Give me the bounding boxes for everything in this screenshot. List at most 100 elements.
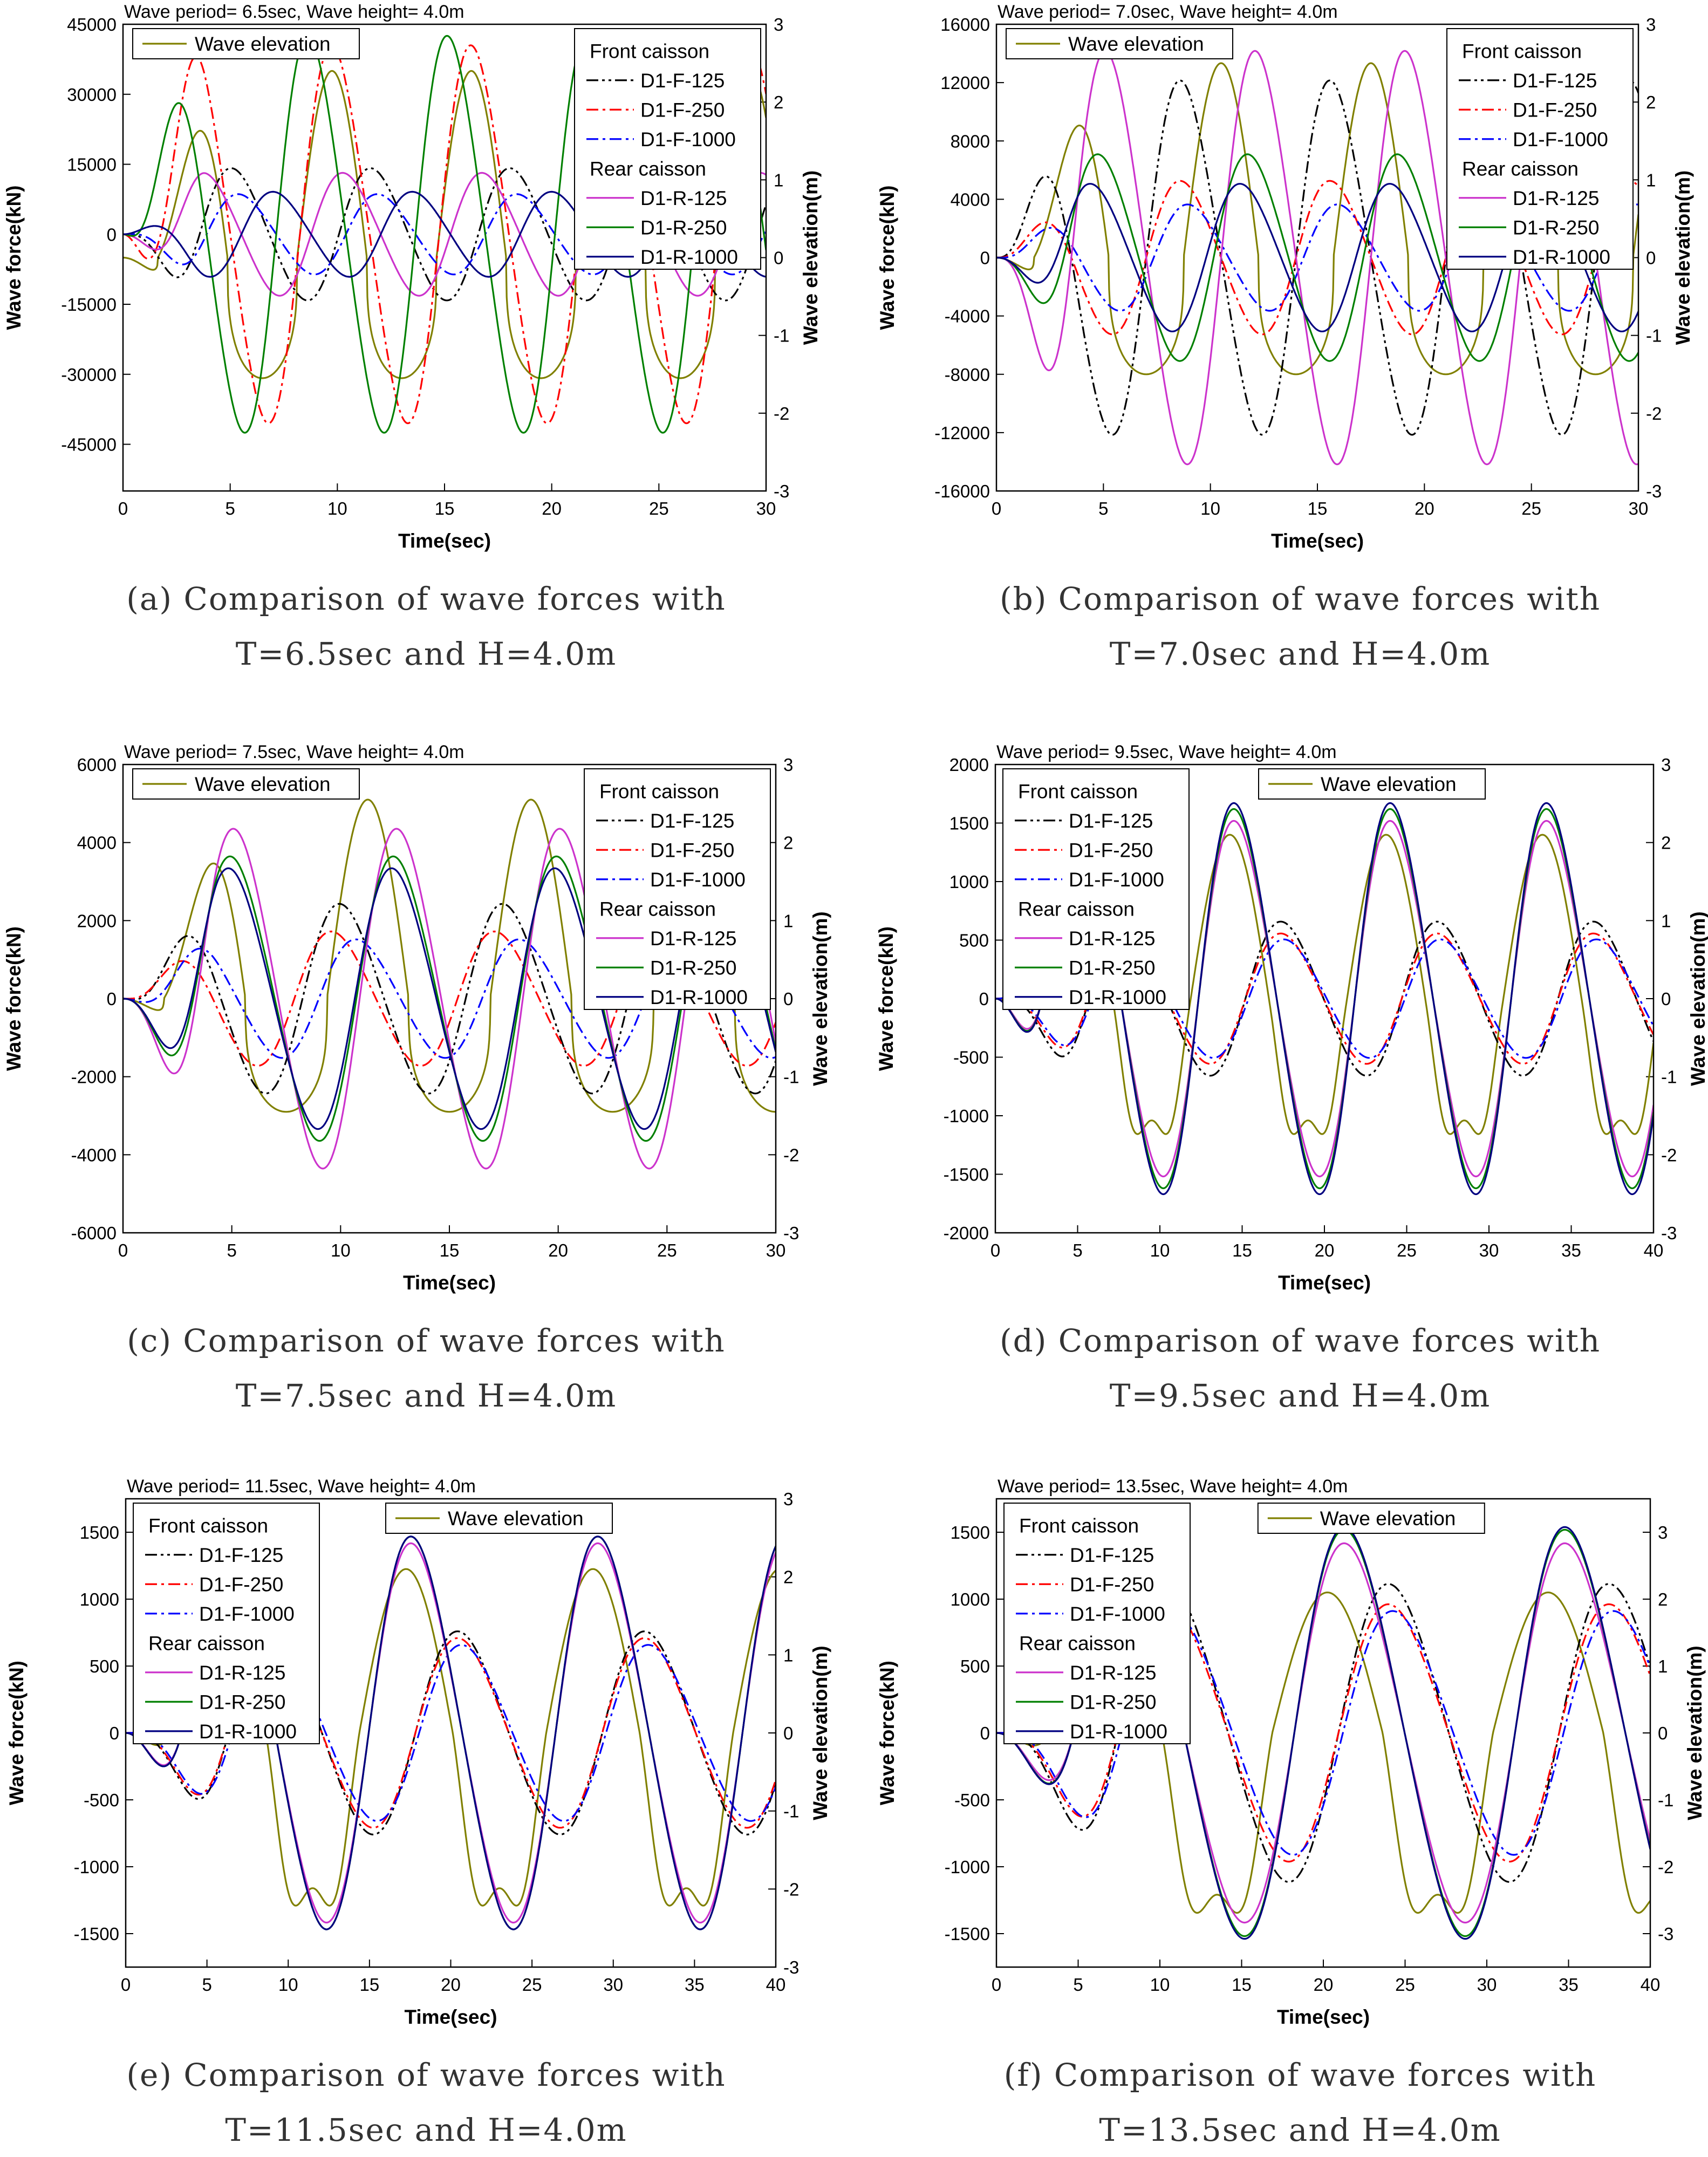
figure-caption-line: T=13.5sec and H=4.0m bbox=[1099, 2112, 1501, 2148]
y2-tick-label: 2 bbox=[1658, 1589, 1668, 1609]
chart-panel-c: Wave period= 7.5sec, Wave height= 4.0m -6… bbox=[3, 742, 831, 1414]
y2-tick-label: -1 bbox=[783, 1801, 799, 1821]
legend-caissons: Front caisson D1-F-125 D1-F-250 D1-F-1000 Re… bbox=[1003, 1503, 1191, 1744]
figure-caption-line: (e) Comparison of wave forces with bbox=[126, 2057, 726, 2093]
y2-tick-label: 0 bbox=[783, 989, 793, 1009]
y-tick-label: -1000 bbox=[945, 1857, 990, 1877]
x-axis-label: Time(sec) bbox=[403, 1272, 496, 1294]
legend-label-d1-f-1000: D1-F-1000 bbox=[1513, 128, 1608, 151]
series-line-d1-r-1000 bbox=[123, 867, 776, 1130]
x-axis-label: Time(sec) bbox=[398, 530, 491, 552]
legend-caissons: Front caisson D1-F-125 D1-F-250 D1-F-1000 Re… bbox=[133, 1503, 320, 1744]
chart-title: Wave period= 13.5sec, Wave height= 4.0m bbox=[998, 1476, 1348, 1497]
x-tick-label: 0 bbox=[121, 1975, 131, 1995]
x-tick-label: 30 bbox=[1477, 1975, 1497, 1995]
y2-tick-label: -1 bbox=[1661, 1067, 1677, 1087]
x-tick-label: 0 bbox=[118, 499, 128, 518]
y-tick-label: 500 bbox=[90, 1656, 119, 1676]
legend-header-rear: Rear caisson bbox=[590, 158, 706, 180]
y2-tick-label: -2 bbox=[1646, 404, 1662, 424]
y-tick-label: 0 bbox=[110, 1723, 119, 1743]
legend-box bbox=[133, 1503, 320, 1744]
chart-panel-e: Wave period= 11.5sec, Wave height= 4.0m -… bbox=[5, 1476, 831, 2148]
legend-wave-elevation: Wave elevation bbox=[1006, 28, 1233, 59]
x-tick-label: 15 bbox=[1308, 499, 1328, 518]
y2-tick-label: -2 bbox=[1661, 1145, 1677, 1165]
x-tick-label: 30 bbox=[603, 1975, 623, 1995]
legend-header-rear: Rear caisson bbox=[1019, 1632, 1136, 1654]
chart-title: Wave period= 9.5sec, Wave height= 4.0m bbox=[996, 742, 1337, 762]
x-tick-label: 5 bbox=[225, 499, 235, 518]
legend-label: Wave elevation bbox=[1321, 773, 1457, 795]
legend-label-d1-r-1000: D1-R-1000 bbox=[199, 1721, 297, 1743]
y2-tick-label: 3 bbox=[1661, 755, 1671, 775]
chart-title: Wave period= 7.5sec, Wave height= 4.0m bbox=[124, 742, 464, 762]
x-tick-label: 5 bbox=[1098, 499, 1108, 518]
x-tick-label: 10 bbox=[331, 1240, 351, 1260]
y-tick-label: 1500 bbox=[949, 814, 989, 834]
figure-caption-line: T=6.5sec and H=4.0m bbox=[236, 636, 617, 672]
y-tick-label: 1000 bbox=[951, 1589, 990, 1609]
legend-header-front: Front caisson bbox=[599, 780, 719, 802]
legend-label-d1-f-1000: D1-F-1000 bbox=[1069, 869, 1164, 891]
legend-header-front: Front caisson bbox=[148, 1514, 268, 1537]
x-tick-label: 15 bbox=[440, 1240, 460, 1260]
legend-header-rear: Rear caisson bbox=[1018, 898, 1135, 920]
legend-wave-elevation: Wave elevation bbox=[132, 768, 360, 800]
legend-label-d1-r-1000: D1-R-1000 bbox=[1070, 1721, 1167, 1743]
y2-tick-label: 3 bbox=[783, 755, 793, 775]
legend-label-d1-r-250: D1-R-250 bbox=[640, 216, 727, 238]
y-tick-label: 1500 bbox=[951, 1523, 990, 1542]
y2-tick-label: 1 bbox=[783, 911, 793, 931]
x-tick-label: 20 bbox=[542, 499, 562, 518]
y-axis-label: Wave force(kN) bbox=[876, 186, 898, 330]
x-tick-label: 5 bbox=[1073, 1975, 1083, 1995]
y-tick-label: 12000 bbox=[940, 73, 990, 93]
legend-box bbox=[1258, 768, 1486, 800]
legend-label-d1-r-125: D1-R-125 bbox=[1070, 1662, 1156, 1684]
y-tick-label: -2000 bbox=[71, 1067, 117, 1087]
legend-label: Wave elevation bbox=[195, 33, 331, 55]
y2-tick-label: 3 bbox=[783, 1489, 793, 1509]
y-tick-label: -1000 bbox=[74, 1857, 119, 1877]
legend-label-d1-f-250: D1-F-250 bbox=[1070, 1573, 1154, 1595]
x-tick-label: 30 bbox=[766, 1240, 786, 1260]
legend-label-d1-r-1000: D1-R-1000 bbox=[1513, 246, 1610, 268]
legend-label-d1-f-250: D1-F-250 bbox=[650, 839, 734, 861]
y2-tick-label: 3 bbox=[1658, 1523, 1668, 1542]
y-tick-label: 45000 bbox=[67, 15, 117, 35]
series-line-d1-f-125 bbox=[123, 903, 776, 1095]
y-tick-label: 1500 bbox=[80, 1523, 119, 1542]
x-tick-label: 30 bbox=[756, 499, 776, 518]
x-tick-label: 40 bbox=[1641, 1975, 1661, 1995]
legend-label-d1-r-125: D1-R-125 bbox=[199, 1662, 285, 1684]
y2-tick-label: 1 bbox=[774, 170, 783, 190]
y2-tick-label: 2 bbox=[1661, 833, 1671, 853]
x-tick-label: 10 bbox=[327, 499, 347, 518]
x-axis-label: Time(sec) bbox=[1278, 1272, 1371, 1294]
chart-panel-d: Wave period= 9.5sec, Wave height= 4.0m -2… bbox=[875, 742, 1708, 1414]
legend-label-d1-f-250: D1-F-250 bbox=[640, 99, 725, 121]
chart-panel-b: Wave period= 7.0sec, Wave height= 4.0m -1… bbox=[876, 2, 1694, 672]
legend-caissons: Front caisson D1-F-125 D1-F-250 D1-F-1000 Re… bbox=[584, 768, 771, 1010]
y2-axis-label: Wave elevation(m) bbox=[809, 1646, 831, 1820]
chart-title: Wave period= 7.0sec, Wave height= 4.0m bbox=[998, 2, 1338, 22]
legend-label-d1-r-250: D1-R-250 bbox=[650, 957, 736, 979]
x-tick-label: 25 bbox=[522, 1975, 542, 1995]
x-tick-label: 5 bbox=[227, 1240, 236, 1260]
legend-box bbox=[574, 28, 761, 270]
y2-tick-label: -2 bbox=[774, 404, 789, 424]
figure-caption-line: T=7.0sec and H=4.0m bbox=[1110, 636, 1491, 672]
y2-tick-label: -2 bbox=[783, 1879, 799, 1899]
y-tick-label: 6000 bbox=[77, 755, 117, 775]
y2-tick-label: 1 bbox=[1646, 170, 1656, 190]
series-line-d1-f-1000 bbox=[996, 1610, 1650, 1856]
legend-label-d1-r-250: D1-R-250 bbox=[1070, 1691, 1156, 1713]
x-tick-label: 20 bbox=[441, 1975, 461, 1995]
y2-tick-label: 0 bbox=[1661, 989, 1671, 1009]
legend-header-rear: Rear caisson bbox=[599, 898, 716, 920]
y2-tick-label: 2 bbox=[783, 833, 793, 853]
x-axis-label: Time(sec) bbox=[1277, 2006, 1370, 2028]
x-tick-label: 10 bbox=[278, 1975, 298, 1995]
x-tick-label: 20 bbox=[1315, 1240, 1335, 1260]
